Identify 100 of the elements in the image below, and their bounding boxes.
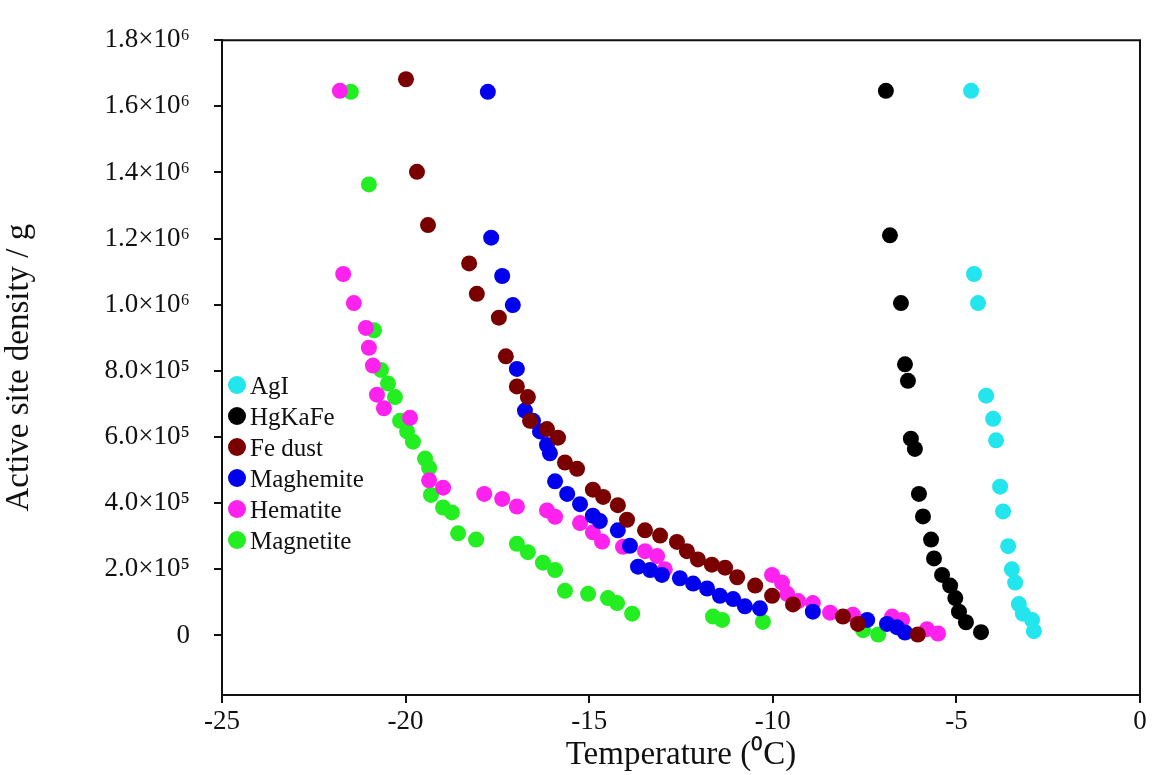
point [892, 295, 909, 312]
y-tick-label: 1.4×10⁶ [104, 155, 190, 186]
point [609, 497, 626, 514]
point [450, 525, 467, 542]
legend-label: Fe dust [250, 432, 323, 463]
point [397, 71, 414, 88]
point [947, 590, 964, 607]
point [508, 378, 525, 395]
point [360, 339, 377, 356]
point [714, 611, 731, 628]
point [877, 82, 894, 99]
point [1007, 574, 1024, 591]
point [357, 319, 374, 336]
point [468, 285, 485, 302]
point [804, 603, 821, 620]
legend-label: Maghemite [250, 463, 364, 494]
point [420, 217, 436, 234]
y-tick-label: 1.8×10⁶ [104, 23, 190, 54]
point [754, 613, 771, 630]
point [508, 535, 525, 552]
point [973, 624, 989, 641]
point [479, 83, 496, 100]
point [547, 473, 564, 490]
point [957, 614, 974, 631]
point [1025, 623, 1042, 640]
x-tick-label: -10 [754, 705, 791, 736]
point [331, 82, 348, 99]
point [547, 561, 564, 578]
point [379, 375, 396, 392]
point [538, 421, 555, 438]
point [547, 508, 564, 525]
point [556, 582, 573, 599]
point [402, 409, 419, 426]
point [549, 429, 566, 446]
point [1000, 538, 1017, 555]
x-tick-label: -15 [571, 705, 608, 736]
point [594, 533, 611, 550]
point [368, 386, 385, 403]
point [404, 433, 421, 450]
point [985, 410, 1002, 427]
x-tick-label: -5 [945, 705, 968, 736]
point [637, 543, 654, 560]
point [497, 348, 514, 365]
point [508, 498, 525, 515]
point [992, 478, 1009, 495]
point [360, 176, 377, 193]
point [717, 559, 734, 576]
x-tick-label: -25 [204, 705, 240, 736]
point [988, 432, 1005, 449]
point [966, 266, 983, 283]
point [914, 508, 931, 525]
point [785, 596, 801, 613]
y-tick-label: 6.0×10⁵ [104, 420, 190, 451]
y-axis-title: Active site density / g [0, 223, 36, 512]
point [504, 297, 521, 314]
point [364, 357, 381, 374]
point [621, 537, 638, 554]
point [822, 604, 839, 621]
point [671, 570, 688, 587]
point [569, 460, 586, 477]
point [896, 356, 913, 373]
point [435, 479, 452, 496]
point [609, 595, 626, 612]
point [556, 454, 573, 471]
point [725, 591, 742, 608]
point [519, 544, 536, 561]
point [834, 608, 851, 625]
point [764, 587, 781, 604]
point [421, 472, 438, 489]
point [703, 556, 720, 573]
x-tick-label: -20 [387, 705, 424, 736]
point [422, 486, 439, 503]
point [909, 626, 926, 643]
point [881, 227, 898, 244]
y-tick-label: 4.0×10⁵ [104, 486, 190, 517]
point [751, 600, 768, 617]
point [910, 485, 927, 502]
point [678, 543, 695, 560]
point [637, 522, 654, 539]
point [443, 504, 460, 521]
point [375, 400, 392, 417]
point [1003, 561, 1020, 578]
y-tick-label: 0 [176, 618, 190, 649]
point [963, 82, 980, 99]
point [624, 605, 641, 622]
point [619, 511, 636, 528]
point [995, 503, 1012, 520]
point [609, 522, 626, 539]
point [595, 488, 612, 505]
point [668, 533, 685, 550]
y-tick-label: 1.6×10⁶ [104, 89, 190, 120]
y-tick-label: 2.0×10⁵ [104, 552, 190, 583]
point [476, 485, 493, 502]
x-tick-label: 0 [1133, 705, 1147, 736]
point [699, 580, 716, 597]
point [942, 577, 959, 594]
point [572, 515, 589, 532]
point [923, 531, 940, 548]
point [572, 496, 589, 513]
legend-label: HgKaFe [250, 401, 335, 432]
